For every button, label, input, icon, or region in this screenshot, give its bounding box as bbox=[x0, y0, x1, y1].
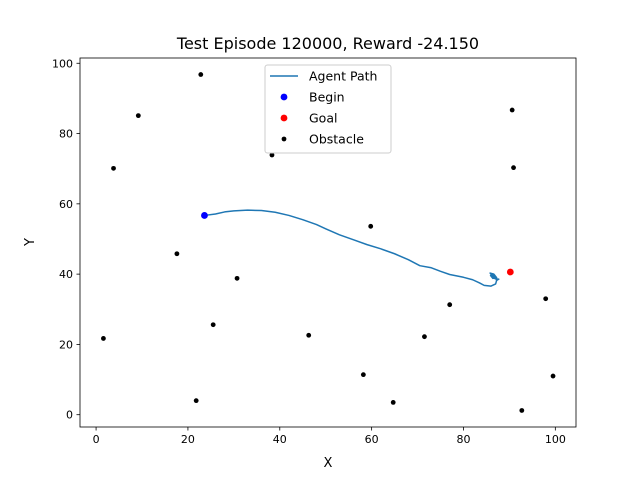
obstacle-point bbox=[234, 275, 240, 281]
obstacle-point bbox=[101, 336, 106, 341]
obstacle-point bbox=[193, 398, 199, 404]
plot-area bbox=[101, 72, 556, 413]
y-tick-label: 40 bbox=[59, 268, 73, 281]
legend-box bbox=[264, 64, 392, 154]
obstacle-point bbox=[269, 152, 275, 158]
legend-label: Begin bbox=[309, 90, 345, 105]
y-tick-label: 60 bbox=[59, 198, 73, 211]
legend-label: Agent Path bbox=[309, 69, 377, 84]
legend-label: Goal bbox=[309, 111, 337, 126]
x-tick-label: 40 bbox=[273, 433, 287, 446]
obstacle-point bbox=[422, 334, 427, 340]
legend-label: Obstacle bbox=[309, 132, 364, 147]
legend-marker-swatch bbox=[280, 114, 288, 122]
chart-title: Test Episode 120000, Reward -24.150 bbox=[176, 34, 479, 53]
goal-point bbox=[506, 268, 514, 276]
obstacle-point bbox=[198, 72, 204, 77]
x-tick-label: 20 bbox=[181, 433, 195, 446]
obstacle-point bbox=[368, 223, 374, 229]
agent-path-line bbox=[204, 209, 500, 287]
obstacle-point bbox=[360, 372, 366, 378]
x-tick-label: 60 bbox=[365, 433, 379, 446]
y-tick-label: 80 bbox=[59, 128, 73, 141]
obstacle-point bbox=[135, 113, 141, 119]
axes: 0 20 40 60 80 100 0 20 40 60 80 100 bbox=[52, 57, 577, 446]
legend-marker-swatch bbox=[281, 136, 287, 142]
obstacle-point bbox=[390, 400, 396, 405]
legend-marker-swatch bbox=[280, 93, 288, 101]
obstacle-point bbox=[174, 251, 180, 257]
x-tick-label: 80 bbox=[456, 433, 470, 446]
axes-frame bbox=[79, 57, 577, 428]
y-axis-label: Y bbox=[23, 238, 38, 247]
obstacle-point bbox=[210, 322, 216, 328]
x-axis-label: X bbox=[324, 456, 333, 471]
obstacle-point bbox=[306, 332, 312, 338]
x-tick-label: 0 bbox=[93, 433, 100, 446]
obstacle-point bbox=[550, 373, 556, 379]
x-tick-label: 100 bbox=[545, 433, 566, 446]
y-tick-label: 0 bbox=[66, 409, 73, 422]
begin-point bbox=[201, 212, 208, 219]
legend: Agent Path Begin Goal Obstacle bbox=[264, 64, 392, 154]
obstacle-point bbox=[447, 302, 453, 308]
obstacle-point bbox=[511, 165, 516, 171]
obstacle-point bbox=[111, 165, 116, 171]
obstacle-point bbox=[519, 408, 525, 413]
y-tick-label: 20 bbox=[59, 338, 73, 351]
y-tick-label: 100 bbox=[52, 57, 73, 70]
obstacle-point bbox=[509, 107, 515, 113]
obstacle-point bbox=[543, 296, 549, 302]
